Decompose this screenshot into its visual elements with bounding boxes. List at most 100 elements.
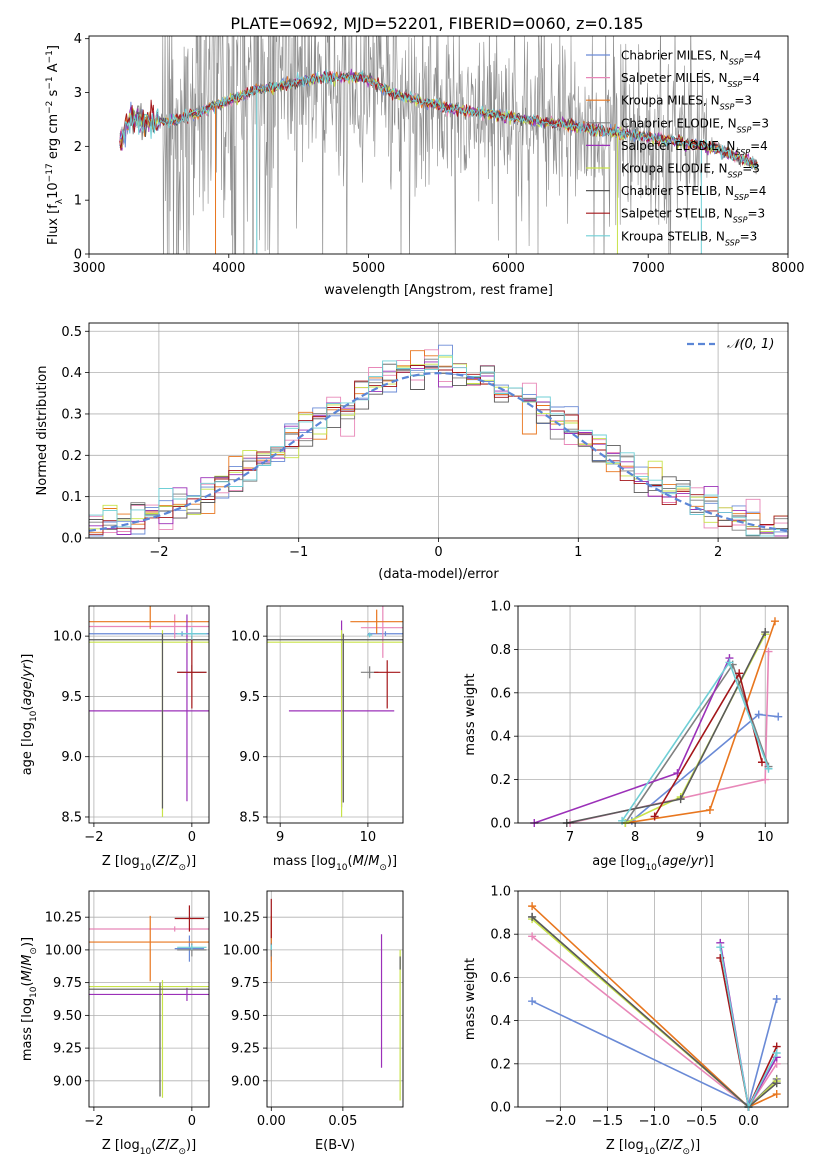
errorbar-point bbox=[367, 632, 373, 638]
x-tick-label: 8 bbox=[631, 830, 639, 845]
mass_vs_Z-grid bbox=[89, 891, 209, 1107]
x-tick-label: 7 bbox=[566, 830, 574, 845]
y-tick-label: 10.25 bbox=[45, 911, 82, 926]
massweight-marker bbox=[676, 795, 685, 804]
y-tick-label: 9.50 bbox=[53, 1009, 82, 1024]
x-tick-label: 4000 bbox=[212, 261, 245, 276]
x-tick-label: 0.0 bbox=[738, 1114, 759, 1129]
y-tick-label: 9.0 bbox=[239, 750, 260, 765]
residual-histogram bbox=[89, 354, 788, 537]
massweight-marker bbox=[770, 617, 779, 626]
massweight-marker bbox=[528, 912, 537, 921]
legend-entry: Chabrier STELIB, NSSP=4 bbox=[621, 184, 766, 202]
y-tick-label: 0 bbox=[74, 248, 82, 263]
age_vs_mass-frame bbox=[266, 605, 404, 824]
y-tick-label: 0.1 bbox=[61, 490, 82, 505]
x-tick-label: −1.5 bbox=[592, 1114, 624, 1129]
x-tick-label: 0 bbox=[434, 545, 442, 560]
y-tick-label: 10.25 bbox=[223, 911, 260, 926]
mass_vs_ebv-grid bbox=[267, 891, 403, 1107]
errorbar-point bbox=[174, 905, 205, 932]
massweight-line bbox=[621, 660, 770, 822]
massweight-marker bbox=[735, 669, 744, 678]
x-tick-label: 10 bbox=[757, 830, 774, 845]
massweight-series bbox=[618, 658, 773, 825]
spectrum-panel: 3000 4000 5000 6000 7000 8000 0 1 2 3 4 Chabrier MI… bbox=[45, 32, 805, 298]
y-tick-label: 10.00 bbox=[45, 943, 82, 958]
massweight-marker bbox=[772, 995, 781, 1003]
y-tick-label: 0.6 bbox=[490, 686, 511, 701]
massweight-marker bbox=[528, 997, 537, 1006]
x-tick-label: 9 bbox=[276, 830, 284, 845]
errorbar-point bbox=[89, 980, 209, 1098]
y-tick-label: 10.0 bbox=[53, 630, 82, 645]
x-tick-label: 0.00 bbox=[257, 1114, 286, 1129]
y-tick-label: 3 bbox=[74, 86, 82, 101]
mass_vs_Z-ylabel: mass [log10(M/M⊙)] bbox=[20, 937, 39, 1061]
x-tick-label: 6000 bbox=[492, 261, 525, 276]
x-tick-label: −2 bbox=[84, 830, 103, 845]
massweight_vs_Z-grid bbox=[518, 890, 788, 1108]
x-tick-label: 2 bbox=[714, 545, 722, 560]
massweight-line bbox=[569, 651, 770, 824]
massweight-marker bbox=[772, 1090, 781, 1099]
residuals-frame bbox=[88, 322, 789, 539]
spectrum-xlabel: wavelength [Angstrom, rest frame] bbox=[324, 283, 553, 298]
massweight-marker bbox=[705, 805, 714, 814]
massweight_vs_Z-panel: −2.0 −1.5 −1.0 −0.5 0.0 0.0 0.2 0.4 0.6 0.8 1.0 Z [… bbox=[463, 885, 789, 1157]
errorbar-point bbox=[374, 660, 401, 709]
spectrum-legend: Chabrier MILES, NSSP=4 Salpeter MILES, NS… bbox=[586, 49, 769, 247]
errorbar-point bbox=[177, 627, 207, 640]
age_vs_Z-grid bbox=[89, 606, 209, 823]
massweight-series bbox=[530, 654, 734, 827]
residuals-ylabel: Normed distribution bbox=[35, 366, 50, 496]
errorbar-point bbox=[177, 944, 207, 950]
errorbar-point bbox=[89, 606, 209, 629]
errorbar-point bbox=[89, 633, 209, 809]
massweight-marker bbox=[757, 758, 766, 767]
y-tick-label: 0.2 bbox=[490, 1057, 511, 1072]
errorbar-point bbox=[267, 630, 403, 817]
y-tick-label: 9.00 bbox=[53, 1074, 82, 1089]
x-tick-label: 7000 bbox=[632, 261, 665, 276]
x-tick-label: 1 bbox=[574, 545, 582, 560]
legend-entry: Salpeter MILES, NSSP=4 bbox=[621, 71, 760, 89]
x-tick-label: −1.0 bbox=[639, 1114, 671, 1129]
x-tick-label: 8000 bbox=[771, 261, 804, 276]
errorbar-point bbox=[177, 636, 207, 709]
y-tick-label: 9.75 bbox=[53, 976, 82, 991]
x-tick-label: −2.0 bbox=[545, 1114, 577, 1129]
x-tick-label: 0 bbox=[188, 830, 196, 845]
x-tick-label: 10 bbox=[360, 830, 377, 845]
x-tick-label: −2 bbox=[149, 545, 168, 560]
legend-entry: Chabrier MILES, NSSP=4 bbox=[621, 49, 761, 67]
y-tick-label: 0.4 bbox=[490, 730, 511, 745]
massweight_vs_age-xlabel: age [log10(age/yr)] bbox=[592, 854, 714, 873]
massweight-marker bbox=[772, 1079, 781, 1088]
age_vs_Z-panel: −2 0 8.5 9.0 9.5 10.0 Z [log10(Z/Z⊙)] age [log1… bbox=[20, 605, 210, 873]
y-tick-label: 9.5 bbox=[61, 690, 82, 705]
y-tick-label: 10.0 bbox=[231, 630, 260, 645]
y-tick-label: 1.0 bbox=[490, 600, 511, 615]
y-tick-label: 0.8 bbox=[490, 643, 511, 658]
errorbar-point bbox=[89, 614, 209, 802]
x-tick-label: −1 bbox=[289, 545, 308, 560]
x-tick-label: 0.05 bbox=[328, 1114, 357, 1129]
y-tick-label: 9.75 bbox=[231, 976, 260, 991]
mass_vs_ebv-frame bbox=[266, 890, 404, 1108]
massweight_vs_Z-xlabel: Z [log10(Z/Z⊙)] bbox=[606, 1138, 700, 1157]
y-tick-label: 8.5 bbox=[239, 810, 260, 825]
massweight-marker bbox=[754, 710, 763, 719]
massweight-marker bbox=[764, 764, 773, 773]
errorbar-point bbox=[367, 631, 403, 637]
massweight-marker bbox=[716, 943, 725, 952]
massweight_vs_age-grid bbox=[518, 605, 788, 824]
y-tick-label: 0.4 bbox=[490, 1014, 511, 1029]
x-tick-label: −2 bbox=[84, 1114, 103, 1129]
errorbar-point bbox=[360, 606, 403, 658]
massweight-marker bbox=[650, 812, 659, 821]
massweight-marker bbox=[764, 647, 773, 656]
y-tick-label: 0.5 bbox=[61, 325, 82, 340]
massweight-series bbox=[566, 647, 773, 827]
x-tick-label: 0 bbox=[188, 1114, 196, 1129]
